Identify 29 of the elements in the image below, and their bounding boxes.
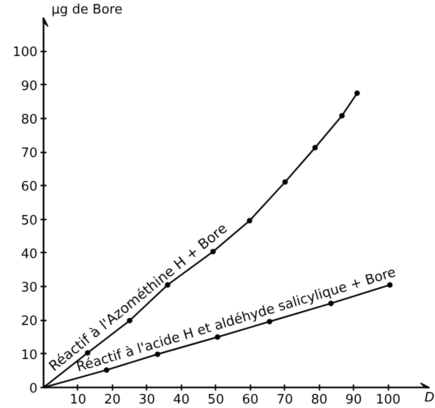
y-tick-label: 0 — [29, 382, 38, 396]
x-tick-label: 50 — [208, 392, 224, 408]
x-tick-label: 40 — [173, 392, 190, 408]
point — [214, 334, 220, 340]
y-tick-label: 10 — [20, 348, 38, 363]
y-tick-label: 90 — [20, 78, 38, 94]
x-tick-label: 30 — [138, 392, 156, 408]
x-tick-label: 80 — [310, 392, 328, 408]
y-tick-label: 80 — [20, 112, 38, 128]
y-tick-label: 60 — [20, 180, 38, 195]
y-tick-label: 70 — [20, 146, 38, 162]
x-tick-label: 20 — [104, 392, 121, 408]
x-tick-label: 90 — [345, 392, 362, 408]
point — [339, 112, 345, 118]
point — [354, 90, 360, 96]
x-tick-label: 10 — [70, 392, 86, 408]
x-axis-title: D — [424, 390, 435, 406]
y-tick-label: 100 — [12, 45, 38, 60]
point — [282, 179, 288, 185]
point — [312, 144, 318, 150]
x-tick-label: 60 — [242, 392, 259, 408]
x-tick-label: 70 — [276, 392, 294, 408]
y-tick-label: 30 — [20, 280, 38, 296]
y-tick-label: 40 — [20, 246, 38, 262]
y-tick-label: 50 — [20, 213, 38, 228]
point — [246, 218, 252, 224]
y-tick-label: 20 — [20, 314, 38, 330]
x-tick-label: 100 — [376, 392, 401, 408]
y-axis-title: µg de Bore — [52, 2, 122, 18]
